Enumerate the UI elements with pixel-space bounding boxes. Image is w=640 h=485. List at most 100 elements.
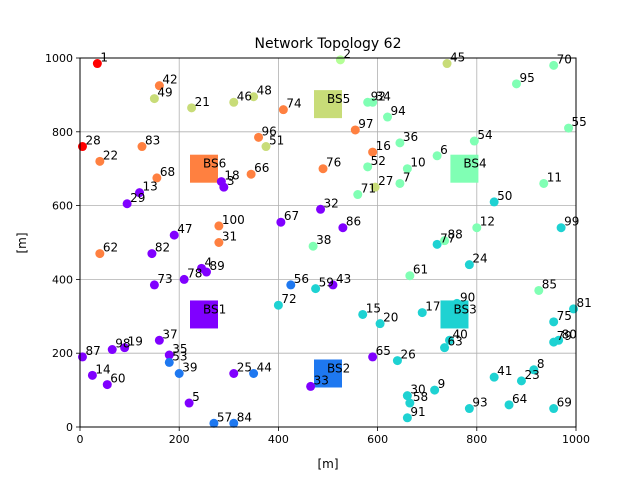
node-label-5: 5 (192, 390, 200, 404)
node-point-58 (405, 398, 415, 408)
node-point-86 (338, 223, 348, 233)
node-label-47: 47 (177, 222, 192, 236)
node-point-42 (154, 81, 164, 91)
base-station-label: BS1 (203, 302, 226, 316)
node-label-39: 39 (182, 360, 197, 374)
node-label-65: 65 (376, 344, 391, 358)
node-label-12: 12 (480, 215, 495, 229)
node-label-100: 100 (222, 213, 245, 227)
node-label-46: 46 (237, 89, 252, 103)
node-point-54 (469, 136, 479, 146)
node-point-10 (402, 164, 412, 174)
node-label-68: 68 (160, 165, 175, 179)
node-point-60 (102, 380, 112, 390)
node-label-96: 96 (262, 124, 277, 138)
node-point-72 (273, 300, 283, 310)
x-tick-label: 800 (466, 433, 487, 446)
base-station-bs5 (314, 90, 342, 119)
node-label-64: 64 (512, 392, 527, 406)
node-label-13: 13 (143, 180, 158, 194)
base-station-label: BS4 (463, 157, 486, 171)
node-point-5 (184, 398, 194, 408)
node-point-22 (95, 156, 105, 166)
node-label-91: 91 (410, 405, 425, 419)
node-point-31 (214, 238, 224, 247)
node-point-67 (276, 217, 286, 227)
node-label-66: 66 (254, 161, 269, 175)
node-point-82 (147, 249, 157, 259)
node-point-13 (135, 188, 145, 198)
node-point-92 (363, 97, 373, 107)
node-label-71: 71 (361, 182, 376, 196)
base-station-label: BS2 (327, 361, 350, 375)
node-label-15: 15 (366, 301, 381, 315)
node-point-24 (464, 260, 474, 270)
node-label-78: 78 (187, 266, 202, 280)
node-point-14 (87, 370, 97, 380)
node-point-63 (440, 343, 450, 353)
node-label-84: 84 (237, 410, 252, 424)
node-label-85: 85 (542, 277, 557, 291)
y-tick-label: 0 (66, 421, 73, 434)
node-point-32 (316, 204, 326, 214)
base-station-label: BS3 (453, 302, 476, 316)
node-point-71 (353, 190, 363, 200)
node-point-38 (308, 241, 318, 251)
node-label-58: 58 (413, 390, 428, 404)
node-label-16: 16 (376, 139, 391, 153)
node-label-53: 53 (172, 349, 187, 363)
node-label-57: 57 (217, 410, 232, 424)
node-label-75: 75 (557, 309, 572, 323)
node-point-98 (107, 345, 117, 355)
node-label-73: 73 (157, 272, 172, 286)
node-label-59: 59 (319, 276, 334, 290)
x-tick-label: 1000 (562, 433, 590, 446)
y-tick-label: 1000 (45, 52, 73, 65)
node-label-51: 51 (269, 134, 284, 148)
node-label-93: 93 (472, 396, 487, 410)
node-label-69: 69 (557, 396, 572, 410)
node-point-36 (395, 138, 405, 148)
node-point-39 (174, 368, 184, 378)
base-station-bs6 (190, 154, 218, 183)
node-label-52: 52 (371, 154, 386, 168)
node-point-27 (370, 182, 380, 192)
node-label-72: 72 (281, 292, 296, 306)
node-label-62: 62 (103, 241, 118, 255)
node-point-99 (556, 223, 566, 233)
node-point-61 (405, 271, 415, 281)
node-point-21 (187, 103, 197, 113)
node-label-50: 50 (497, 189, 512, 203)
node-label-80: 80 (562, 327, 577, 341)
node-label-98: 98 (115, 337, 130, 351)
node-label-56: 56 (294, 272, 309, 286)
node-point-48 (249, 92, 259, 102)
node-label-49: 49 (157, 86, 172, 100)
node-label-42: 42 (162, 73, 177, 87)
node-label-38: 38 (316, 233, 331, 247)
node-label-2: 2 (343, 47, 351, 61)
node-label-30: 30 (410, 383, 425, 397)
node-label-54: 54 (477, 128, 492, 142)
node-point-26 (392, 356, 402, 366)
node-point-19 (120, 343, 130, 353)
node-label-92: 92 (371, 89, 386, 103)
nodes (77, 55, 579, 428)
node-label-35: 35 (172, 342, 187, 356)
node-label-29: 29 (130, 191, 145, 205)
node-label-14: 14 (95, 362, 110, 376)
y-tick-label: 800 (52, 126, 73, 139)
node-point-47 (169, 230, 179, 240)
node-label-63: 63 (448, 335, 463, 349)
node-point-35 (164, 350, 174, 360)
node-point-94 (383, 112, 393, 122)
node-label-55: 55 (572, 115, 587, 129)
node-point-57 (209, 418, 219, 428)
node-point-17 (417, 308, 427, 318)
node-label-40: 40 (453, 327, 468, 341)
node-point-65 (368, 352, 378, 362)
x-tick-label: 200 (169, 433, 190, 446)
node-point-52 (363, 162, 373, 172)
